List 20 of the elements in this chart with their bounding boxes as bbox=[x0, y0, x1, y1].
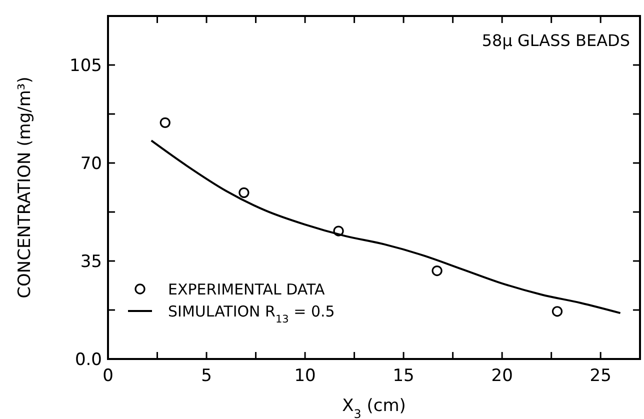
x-tick-label: 5 bbox=[201, 366, 212, 386]
y-tick-label: 35 bbox=[80, 252, 102, 272]
x-tick-label: 25 bbox=[590, 366, 612, 386]
y-tick-label: 70 bbox=[80, 154, 102, 174]
y-tick-label: 0.0 bbox=[74, 350, 102, 370]
text: 58μ GLASS BEADS bbox=[482, 31, 630, 50]
x-tick-label: 20 bbox=[491, 366, 513, 386]
legend-label: EXPERIMENTAL DATA bbox=[168, 280, 326, 298]
legend-label: SIMULATION R$_{13}$ = 0.5 bbox=[168, 302, 335, 326]
point bbox=[160, 117, 170, 128]
y-axis-title: CONCENTRATION (mg/m³) bbox=[15, 76, 35, 298]
x-tick-label: 10 bbox=[294, 366, 316, 386]
point bbox=[432, 265, 442, 276]
x-tick-label: 15 bbox=[392, 366, 414, 386]
y-tick-label: 105 bbox=[70, 56, 102, 76]
point bbox=[238, 187, 250, 198]
x-tick-label: 0 bbox=[102, 366, 114, 386]
point bbox=[333, 226, 344, 236]
x-axis-title: X$_{3}$ (cm) bbox=[342, 396, 406, 419]
point bbox=[552, 306, 563, 317]
